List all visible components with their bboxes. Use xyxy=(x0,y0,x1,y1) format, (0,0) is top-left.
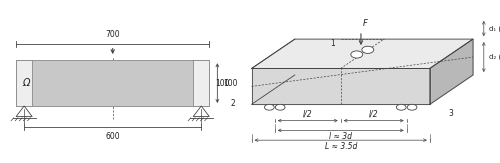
Polygon shape xyxy=(252,39,473,68)
Text: F: F xyxy=(362,19,368,28)
Circle shape xyxy=(407,104,417,110)
Text: 3: 3 xyxy=(448,109,454,118)
Text: 600: 600 xyxy=(106,132,120,141)
Circle shape xyxy=(396,104,406,110)
Bar xyxy=(16,60,210,106)
Text: 700: 700 xyxy=(106,30,120,39)
Polygon shape xyxy=(252,68,430,104)
Text: 2: 2 xyxy=(230,99,235,109)
Polygon shape xyxy=(430,39,473,104)
Text: d₂ (≈d): d₂ (≈d) xyxy=(489,54,500,60)
Bar xyxy=(193,60,210,106)
Circle shape xyxy=(276,104,285,110)
Text: l/2: l/2 xyxy=(303,109,312,118)
Text: 100: 100 xyxy=(216,79,230,88)
Text: 100: 100 xyxy=(223,79,238,88)
Text: d₁ (≈d): d₁ (≈d) xyxy=(489,25,500,32)
Text: L ≈ 3.5d: L ≈ 3.5d xyxy=(324,142,357,151)
Text: 1: 1 xyxy=(330,39,336,48)
Text: l/2: l/2 xyxy=(369,109,378,118)
Text: l ≈ 3d: l ≈ 3d xyxy=(329,132,352,141)
Circle shape xyxy=(362,46,374,53)
Circle shape xyxy=(351,51,362,58)
Text: Ω: Ω xyxy=(22,78,30,88)
Bar xyxy=(16,60,32,106)
Circle shape xyxy=(264,104,274,110)
